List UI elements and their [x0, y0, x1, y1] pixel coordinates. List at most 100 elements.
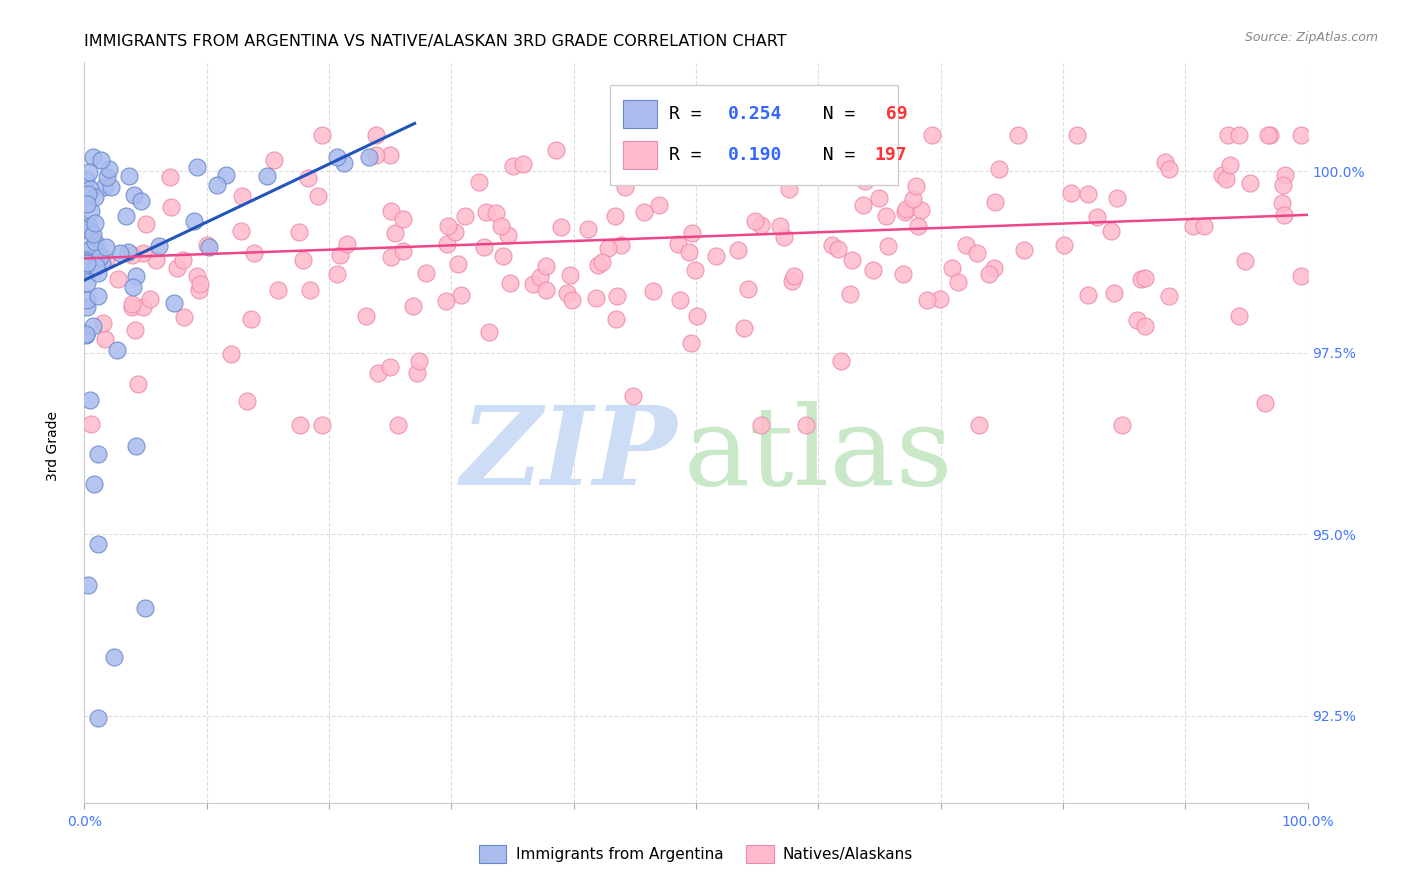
Point [75, 222, 97, 236]
Point [86, 266, 108, 280]
Point [122, 188, 145, 202]
Point [782, 274, 804, 288]
Point [558, 268, 581, 283]
Point [82, 227, 104, 241]
Point [921, 128, 943, 142]
Point [969, 418, 991, 433]
Point [683, 263, 706, 277]
Point [1289, 268, 1312, 283]
Point [868, 191, 890, 205]
Text: 197: 197 [875, 146, 907, 164]
Point [267, 283, 290, 297]
Point [794, 418, 817, 433]
Point [121, 247, 143, 261]
Point [472, 240, 495, 254]
Point [775, 131, 797, 145]
Point [76, 276, 98, 290]
Point [79, 224, 101, 238]
Point [773, 145, 796, 160]
Point [75, 258, 97, 272]
Point [186, 160, 208, 174]
Text: R =: R = [669, 105, 713, 123]
Point [134, 601, 156, 615]
Point [84, 216, 107, 230]
Point [166, 260, 188, 275]
Point [91, 316, 114, 330]
Point [437, 219, 460, 234]
Point [79, 261, 101, 276]
Point [240, 311, 263, 326]
Point [124, 439, 146, 453]
Point [83, 477, 105, 491]
Point [862, 262, 884, 277]
Point [163, 295, 186, 310]
Point [125, 268, 148, 283]
Point [148, 239, 170, 253]
Point [195, 238, 218, 252]
Point [648, 198, 671, 212]
Point [326, 267, 349, 281]
Point [614, 180, 637, 194]
FancyBboxPatch shape [623, 141, 657, 169]
Point [783, 269, 806, 284]
Point [478, 325, 501, 339]
Text: IMMIGRANTS FROM ARGENTINA VS NATIVE/ALASKAN 3RD GRADE CORRELATION CHART: IMMIGRANTS FROM ARGENTINA VS NATIVE/ALAS… [84, 34, 787, 49]
Point [1181, 219, 1204, 233]
Point [380, 148, 402, 162]
Point [436, 237, 458, 252]
Point [666, 236, 689, 251]
Point [292, 252, 315, 267]
Point [298, 283, 321, 297]
Text: R =: R = [669, 146, 713, 164]
Point [668, 293, 690, 308]
Point [132, 246, 155, 260]
Point [129, 194, 152, 209]
Point [598, 242, 620, 256]
Point [288, 418, 311, 433]
Point [415, 266, 437, 280]
Point [536, 283, 558, 297]
Point [749, 418, 772, 433]
Point [948, 275, 970, 289]
Point [392, 244, 415, 258]
Point [1104, 285, 1126, 300]
Point [91, 256, 114, 270]
Text: N =: N = [801, 105, 866, 123]
Point [454, 209, 477, 223]
Point [75, 255, 97, 269]
FancyBboxPatch shape [623, 100, 657, 128]
Point [159, 170, 181, 185]
Point [1126, 313, 1149, 327]
Point [80, 417, 103, 432]
Point [75, 252, 97, 267]
Point [77, 165, 100, 179]
Point [103, 649, 125, 664]
Point [891, 267, 914, 281]
Point [434, 294, 457, 309]
Text: 3rd Grade: 3rd Grade [46, 411, 60, 481]
Point [496, 228, 519, 243]
Point [121, 297, 143, 311]
Point [197, 240, 219, 254]
Point [1105, 191, 1128, 205]
Point [586, 258, 609, 272]
Point [380, 359, 402, 374]
Point [450, 287, 472, 301]
Point [188, 283, 211, 297]
Point [915, 293, 938, 308]
Point [641, 284, 664, 298]
Point [907, 219, 929, 233]
Point [686, 310, 709, 324]
Point [765, 128, 787, 142]
Point [1219, 158, 1241, 172]
Point [93, 180, 115, 194]
Point [367, 366, 389, 380]
Point [1227, 309, 1250, 323]
Point [512, 157, 534, 171]
Point [983, 260, 1005, 275]
Point [1154, 155, 1177, 169]
Point [621, 389, 644, 403]
Point [75, 327, 97, 342]
Point [387, 418, 409, 433]
Point [1157, 161, 1180, 176]
